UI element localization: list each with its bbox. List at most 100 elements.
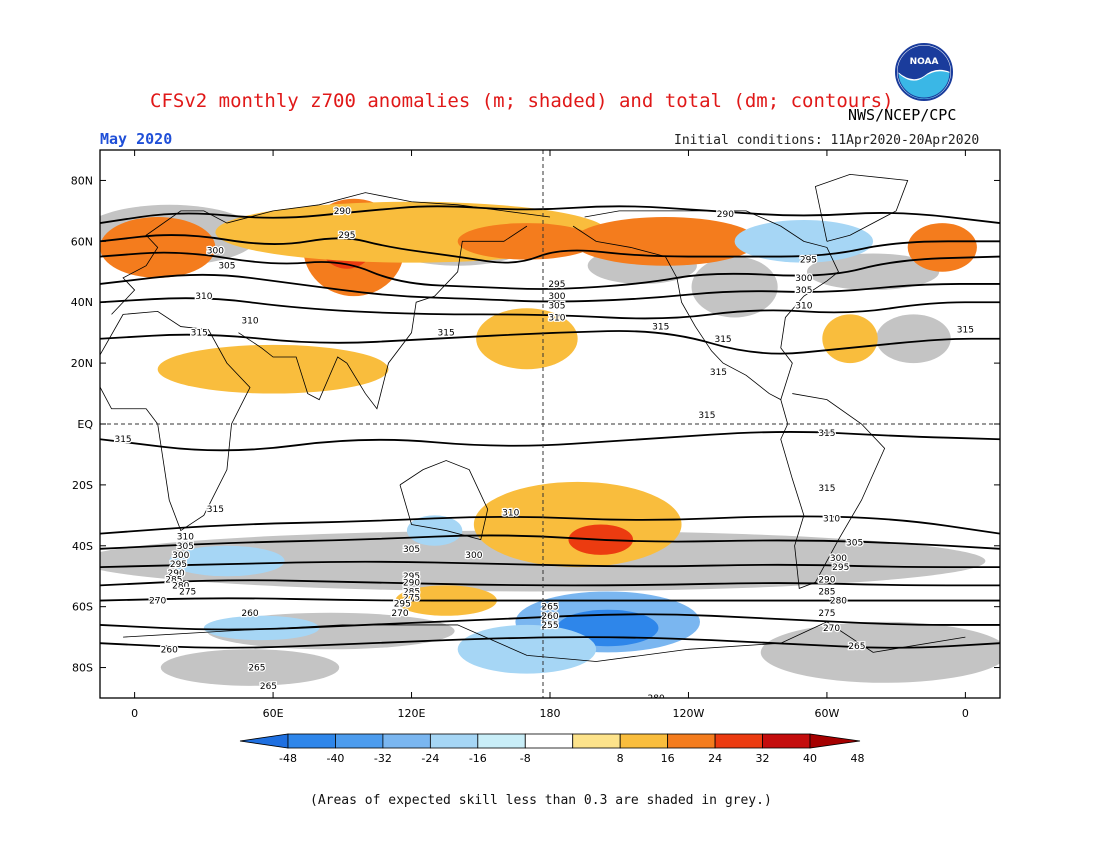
lat-label: 60S [72, 601, 93, 614]
contour-label: 275 [403, 594, 420, 604]
contour-label: 285 [165, 575, 182, 585]
initial-conditions: Initial conditions: 11Apr2020-20Apr2020 [674, 133, 980, 148]
contour-label: 280 [648, 694, 665, 704]
contour-label: 295 [548, 280, 565, 290]
colorbar: -48 -40 -32 -24 -16 -8 8 16 24 32 40 48 [239, 733, 864, 765]
chart-title: CFSv2 monthly z700 anomalies (m; shaded)… [150, 90, 894, 112]
anomaly-shading-layer [100, 198, 977, 674]
contour-label: 285 [403, 587, 420, 597]
contour-label: 275 [818, 609, 835, 619]
skill-grey-area [760, 621, 1000, 683]
lat-label: 40N [71, 296, 93, 309]
coastline [100, 310, 251, 532]
contour-305 [100, 534, 1000, 550]
contour-label: 285 [818, 587, 835, 597]
contour-label: 310 [548, 313, 565, 323]
contour-label: 265 [541, 603, 558, 613]
lat-label: 80N [71, 174, 93, 187]
contour-label: 315 [438, 329, 455, 339]
skill-grey-area [876, 314, 951, 364]
contour-label: 295 [832, 563, 849, 573]
contour-label: 265 [260, 682, 277, 692]
skill-grey-area [160, 649, 340, 686]
coastline [780, 393, 886, 589]
agency-label: NWS/NCEP/CPC [848, 106, 957, 124]
contour-label: 280 [172, 581, 189, 591]
contour-label-layer: 2902953003053103153103152953003053103152… [113, 206, 975, 704]
svg-text:NOAA: NOAA [910, 57, 939, 67]
lon-label: 0 [131, 707, 138, 720]
contour-label: 315 [957, 326, 974, 336]
colorbar-segment [477, 733, 526, 749]
contour-label: 270 [823, 624, 840, 634]
contour-label: 300 [548, 292, 565, 302]
anomaly-region [822, 314, 878, 364]
contour-label: 295 [403, 572, 420, 582]
colorbar-segment [762, 733, 811, 749]
lon-label: 0 [962, 707, 969, 720]
lat-label: 20N [71, 357, 93, 370]
skill-footnote: (Areas of expected skill less than 0.3 a… [310, 793, 772, 808]
contour-label: 290 [717, 210, 734, 220]
lon-label: 60E [263, 707, 284, 720]
colorbar-label: -16 [469, 752, 487, 765]
contour-label: 300 [830, 554, 847, 564]
contour-label: 300 [795, 274, 812, 284]
colorbar-segment [619, 733, 669, 749]
colorbar-segment [524, 733, 574, 749]
anomaly-region [907, 223, 977, 272]
contour-label: 265 [848, 642, 865, 652]
contour-label: 295 [394, 600, 411, 610]
lon-label: 60W [814, 707, 839, 720]
lat-label: 20S [72, 479, 93, 492]
contour-label: 300 [172, 551, 189, 561]
contour-label: 305 [218, 262, 235, 272]
skill-grey-area [806, 253, 940, 291]
contour-label: 260 [541, 612, 558, 622]
coastline [399, 460, 489, 541]
colorbar-label: 8 [617, 752, 624, 765]
contour-265 [100, 613, 1000, 631]
contour-label: 310 [795, 301, 812, 311]
contour-label: 315 [207, 505, 224, 515]
contour-310 [100, 297, 1000, 320]
contour-label: 315 [818, 484, 835, 494]
contour-label: 315 [818, 429, 835, 439]
contour-label: 270 [149, 597, 166, 607]
contour-label: 295 [170, 560, 187, 570]
contour-label: 315 [652, 323, 669, 333]
contour-label: 305 [548, 301, 565, 311]
contour-label: 290 [334, 207, 351, 217]
contour-285 [100, 579, 1000, 587]
colorbar-segment [335, 733, 384, 749]
contour-label: 315 [191, 329, 208, 339]
contour-label: 305 [846, 539, 863, 549]
colorbar-label: -32 [374, 752, 392, 765]
colorbar-label: -24 [421, 752, 439, 765]
anomaly-region [476, 308, 578, 370]
colorbar-segment [714, 733, 763, 749]
contour-label: 300 [207, 246, 224, 256]
contour-label: 310 [177, 533, 194, 543]
contour-label: 310 [241, 316, 258, 326]
contour-label: 310 [502, 508, 519, 518]
contour-label: 255 [541, 621, 558, 631]
coastline [111, 192, 551, 315]
colorbar-segment [239, 733, 289, 749]
contour-label: 280 [830, 597, 847, 607]
colorbar-segment [667, 733, 716, 749]
colorbar-label: -48 [279, 752, 297, 765]
colorbar-label: 48 [850, 752, 864, 765]
lat-label: EQ [77, 418, 93, 431]
coastline [238, 225, 528, 410]
contour-label: 315 [714, 335, 731, 345]
contour-300 [100, 251, 1000, 290]
lon-label: 180 [540, 707, 561, 720]
anomaly-region [573, 216, 758, 266]
contour-305 [100, 273, 1000, 303]
contour-label: 290 [168, 569, 185, 579]
colorbar-segment [287, 733, 336, 749]
contour-label: 300 [465, 551, 482, 561]
contour-label: 315 [114, 435, 131, 445]
colorbar-label: 40 [803, 752, 817, 765]
